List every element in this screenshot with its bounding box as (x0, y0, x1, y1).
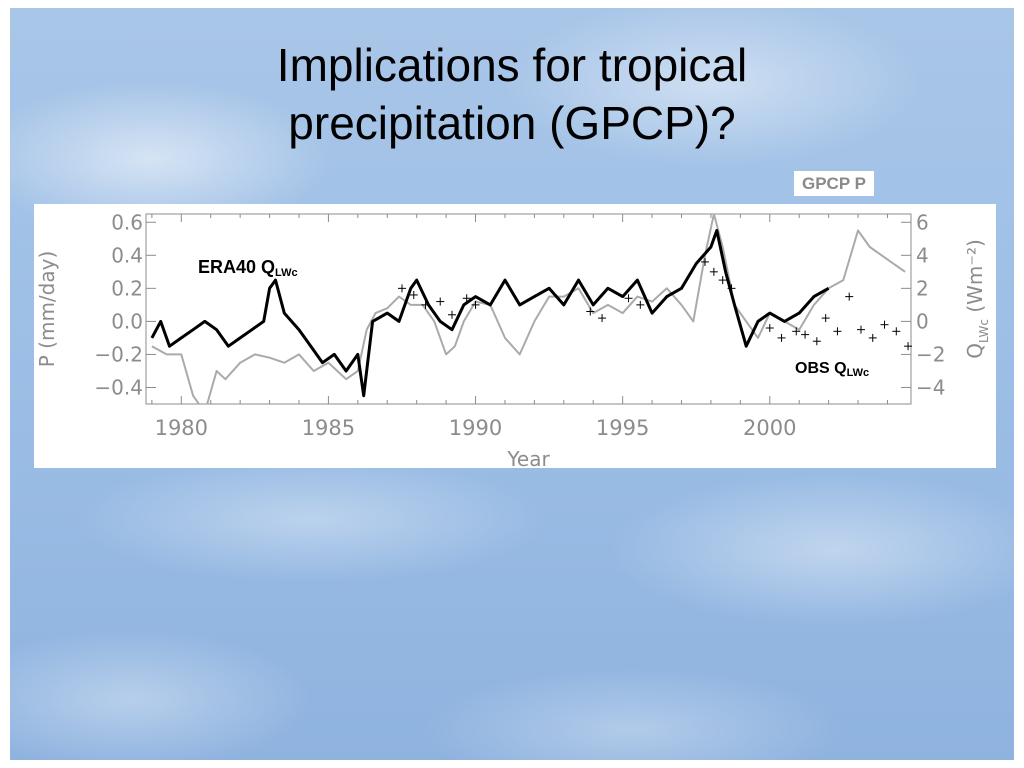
y2-tick-label: −4 (916, 375, 945, 399)
obs-data-point (727, 284, 736, 293)
obs-data-point (777, 333, 786, 342)
y-tick-label: 0.4 (111, 243, 143, 267)
obs-data-point (397, 284, 406, 293)
y-axis-title: P (mm/day) (35, 251, 59, 368)
x-tick-label: 2000 (743, 416, 796, 440)
gpcp-series-label: GPCP P (794, 171, 874, 196)
y-tick-label: 0.6 (111, 210, 143, 234)
obs-data-point (821, 314, 830, 323)
obs-data-point (718, 276, 727, 285)
obs-data-point (812, 337, 821, 346)
obs-data-point (409, 290, 418, 299)
era40-label-main: ERA40 Q (198, 257, 276, 277)
y-tick-label: −0.4 (94, 375, 143, 399)
y2-axis-title: QLWc (Wm⁻²) (963, 239, 991, 359)
era40-series-line (150, 229, 830, 398)
era40-series-label: ERA40 QLWc (198, 257, 298, 279)
x-tick-label: 1995 (596, 416, 649, 440)
obs-label-main: OBS Q (795, 360, 847, 377)
slide-title: Implications for tropical precipitation … (10, 36, 1014, 152)
obs-data-point (701, 257, 710, 266)
obs-data-point (845, 292, 854, 301)
obs-data-point (436, 297, 445, 306)
y-tick-label: 0.0 (111, 309, 143, 333)
slide-title-line-2: precipitation (GPCP)? (288, 97, 736, 149)
precipitation-chart: 1980 1985 1990 1995 2000 0.6 0.4 0.2 0.0 −0.2 −0.4… (35, 210, 991, 468)
y2-tick-label: 0 (916, 309, 929, 333)
x-tick-label: 1980 (155, 416, 208, 440)
gpcp-label-text: GPCP P (802, 174, 866, 193)
slide-title-line-1: Implications for tropical (276, 39, 748, 91)
plot-frame (145, 213, 912, 405)
obs-data-point (792, 327, 801, 336)
slide-background: Implications for tropical precipitation … (10, 8, 1014, 760)
obs-data-point (868, 333, 877, 342)
chart-panel: 1980 1985 1990 1995 2000 0.6 0.4 0.2 0.0 −0.2 −0.4… (34, 204, 996, 468)
obs-data-point (801, 330, 810, 339)
obs-series-label: OBS QLWc (795, 360, 870, 379)
y-tick-label: 0.2 (111, 276, 143, 300)
obs-data-point (471, 300, 480, 309)
y2-tick-label: −2 (916, 342, 945, 366)
obs-data-point (709, 267, 718, 276)
y2-tick-label: 6 (916, 210, 929, 234)
obs-data-point (833, 327, 842, 336)
obs-data-point (598, 314, 607, 323)
x-axis-title: Year (506, 447, 550, 468)
obs-data-point (624, 294, 633, 303)
obs-data-point (636, 300, 645, 309)
obs-data-point (448, 310, 456, 319)
obs-data-point (765, 324, 774, 332)
y2-tick-label: 2 (916, 276, 929, 300)
obs-label-sub: LWc (846, 367, 870, 379)
x-tick-label: 1985 (302, 416, 355, 440)
obs-data-point (892, 327, 901, 336)
obs-data-point (880, 320, 889, 329)
obs-data-point (421, 300, 430, 309)
x-tick-label: 1990 (449, 416, 502, 440)
obs-data-point (904, 342, 913, 351)
y2-tick-label: 4 (916, 243, 929, 267)
y-tick-label: −0.2 (94, 342, 143, 366)
obs-data-point (586, 307, 595, 316)
obs-data-point (462, 294, 471, 303)
era40-label-sub: LWc (275, 267, 298, 279)
obs-data-point (856, 325, 865, 334)
